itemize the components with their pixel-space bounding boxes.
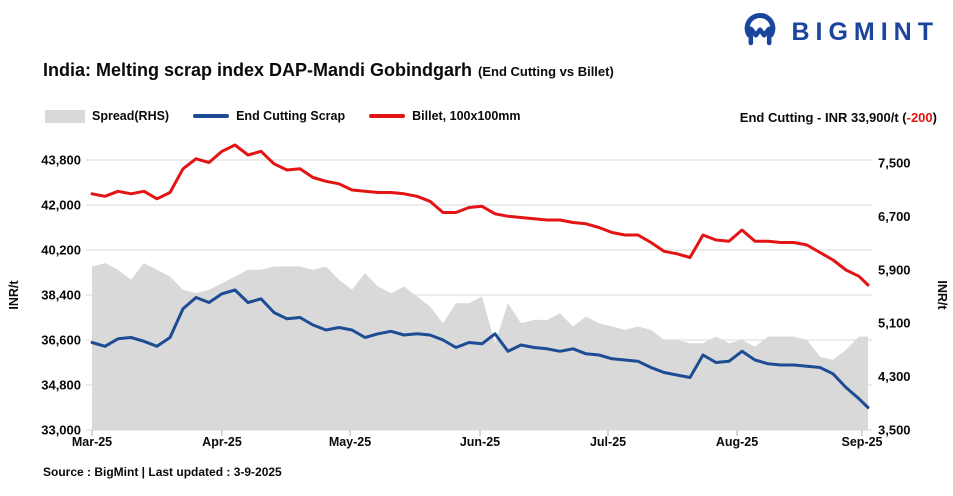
chart-title-suffix: (End Cutting vs Billet) — [478, 64, 614, 79]
legend-label-spread: Spread(RHS) — [92, 109, 170, 123]
annotation-suffix: ) — [932, 110, 937, 125]
legend-item-end-cutting: End Cutting Scrap — [193, 109, 345, 123]
y-axis-left-tick-label: 42,000 — [41, 198, 81, 213]
annotation-change-value: -200 — [906, 110, 933, 125]
y-axis-right-tick-label: 7,500 — [878, 156, 911, 171]
y-axis-left-tick-label: 40,200 — [41, 243, 81, 258]
legend-label-billet: Billet, 100x100mm — [412, 109, 521, 123]
bigmint-logo-text: BIGMINT — [791, 17, 939, 46]
y-axis-left-title: INR/t — [7, 280, 21, 310]
bigmint-logo: BIGMINT — [738, 10, 939, 54]
x-axis-label: May-25 — [329, 435, 371, 449]
end-cutting-swatch-icon — [193, 114, 230, 118]
end-cutting-line — [90, 288, 870, 409]
source-note: Source : BigMint | Last updated : 3-9-20… — [43, 465, 282, 479]
y-axis-left-tick-label: 36,600 — [41, 333, 81, 348]
billet-swatch-icon — [369, 114, 406, 118]
y-axis-left-tick-label: 43,800 — [41, 153, 81, 168]
chart-title: India: Melting scrap index DAP-Mandi Gob… — [43, 60, 614, 81]
legend-label-end-cutting: End Cutting Scrap — [236, 109, 346, 123]
x-axis-label: Apr-25 — [202, 435, 242, 449]
chart-legend: Spread(RHS) End Cutting Scrap Billet, 10… — [45, 109, 521, 123]
y-axis-left-tick-label: 33,000 — [41, 423, 81, 438]
bigmint-logo-icon — [745, 13, 776, 46]
y-axis-right-tick-label: 5,100 — [878, 316, 911, 331]
legend-item-billet: Billet, 100x100mm — [369, 109, 521, 123]
annotation-prefix: End Cutting - INR 33,900/t ( — [739, 110, 907, 125]
y-axis-left-tick-label: 38,400 — [41, 288, 81, 303]
y-axis-right-title: INR/t — [935, 280, 949, 310]
y-axis-right-tick-label: 5,900 — [878, 262, 911, 277]
spread-swatch-icon — [45, 109, 85, 123]
billet-line — [90, 143, 870, 287]
legend-item-spread: Spread(RHS) — [45, 109, 169, 123]
spread-area — [92, 263, 868, 430]
chart-title-main: India: Melting scrap index DAP-Mandi Gob… — [43, 60, 473, 80]
x-axis-label: Sep-25 — [842, 435, 883, 449]
latest-price-annotation: End Cutting - INR 33,900/t (-200) — [740, 110, 937, 125]
x-axis-label: Jul-25 — [590, 435, 626, 449]
y-axis-right-tick-label: 3,500 — [878, 423, 911, 438]
y-axis-right-tick-label: 4,300 — [878, 369, 911, 384]
y-axis-right-tick-label: 6,700 — [878, 209, 911, 224]
x-axis-label: Aug-25 — [716, 435, 758, 449]
x-axis-label: Mar-25 — [72, 435, 112, 449]
y-axis-left-tick-label: 34,800 — [41, 378, 81, 393]
chart-plot: Mar-25 Apr-25 May-25 Jun-25 Jul-25 Aug-25 Sep-… — [7, 143, 949, 449]
x-axis-label: Jun-25 — [460, 435, 500, 449]
